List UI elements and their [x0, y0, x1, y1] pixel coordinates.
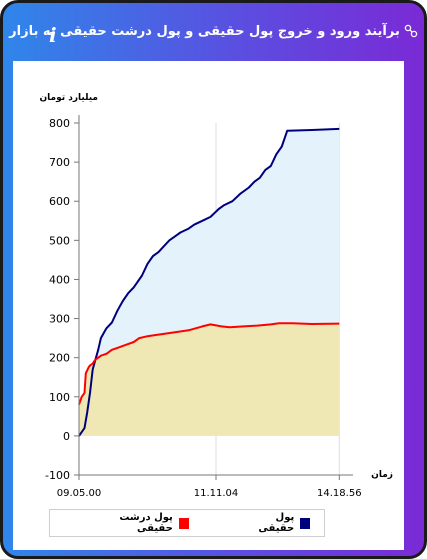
axis-layer: 09.05.00 11.11.04 14.18.56 -100 0 100 200 300 40…: [45, 115, 362, 499]
legend-item-real-money[interactable]: پول حقیقی: [243, 512, 310, 534]
chart-header: برآیند ورود و خروج پول حقیقی و پول درشت …: [3, 3, 424, 59]
legend-item-big-money[interactable]: پول درشت حقیقی: [90, 512, 189, 534]
info-icon[interactable]: i: [49, 23, 57, 47]
share-icon[interactable]: [404, 24, 418, 38]
y-axis-title: میلیارد تومان: [39, 93, 98, 103]
x-axis-title: زمان: [371, 470, 393, 480]
y-tick-label: 500: [49, 234, 70, 247]
legend-label-real-money: پول حقیقی: [258, 512, 295, 534]
series-area-1: [79, 323, 340, 436]
chart-title: برآیند ورود و خروج پول حقیقی و پول درشت …: [9, 23, 400, 39]
area-layer: [79, 128, 340, 436]
y-tick-label: 700: [49, 156, 70, 169]
watermark: LiveTSE.ir: [101, 433, 245, 464]
x-tick-label: 11.11.04: [194, 488, 239, 499]
series-line-0: [78, 127, 340, 437]
series-line-1: [78, 322, 340, 405]
y-tick-label: 200: [49, 352, 70, 365]
y-tick-label: 0: [63, 430, 70, 443]
y-tick-label: 100: [49, 391, 70, 404]
y-tick-label: 800: [49, 117, 70, 130]
y-tick-label: 400: [49, 273, 70, 286]
x-tick-label: 09.05.00: [57, 488, 102, 499]
x-tick-label: 14.18.56: [317, 488, 362, 499]
chart-svg: LiveTSE.ir 09.05.00 11.11.04 14.18.56-1000…: [39, 93, 393, 499]
y-tick-label: -100: [45, 469, 70, 482]
legend-swatch-big-money: [178, 517, 189, 529]
chart-panel: LiveTSE.ir 09.05.00 11.11.04 14.18.56 -100 0…: [13, 61, 404, 550]
legend-swatch-real-money: [300, 517, 310, 529]
chart-legend: پول حقیقی پول درشت حقیقی: [49, 509, 325, 537]
y-tick-label: 300: [49, 313, 70, 326]
y-tick-label: 600: [49, 195, 70, 208]
legend-label-big-money: پول درشت حقیقی: [119, 512, 173, 534]
line-layer: [78, 127, 340, 437]
